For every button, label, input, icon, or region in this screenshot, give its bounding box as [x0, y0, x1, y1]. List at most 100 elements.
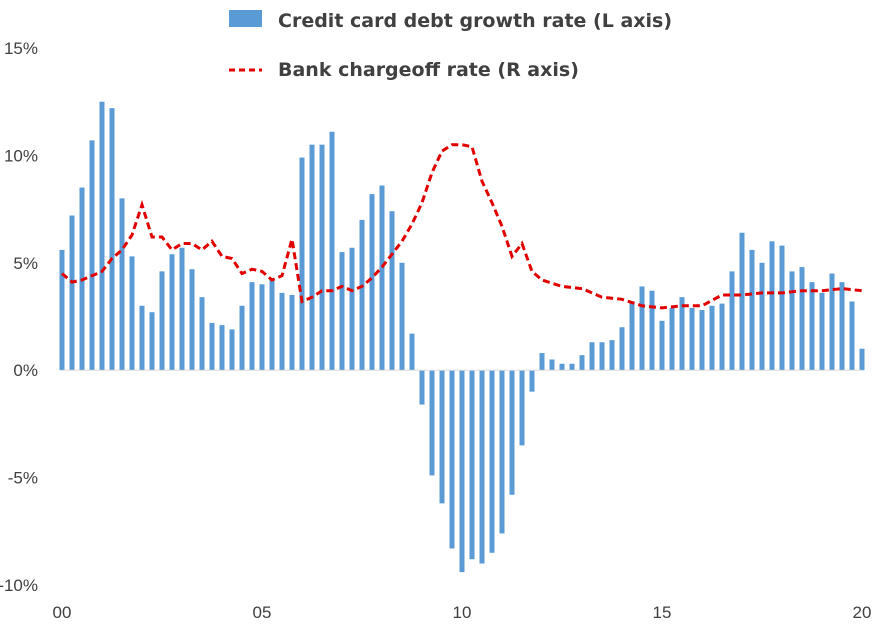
bar	[719, 303, 725, 371]
bar	[129, 256, 135, 371]
y-tick-label: 15%	[4, 39, 38, 58]
bar	[489, 370, 495, 553]
x-tick-label: 00	[53, 603, 72, 622]
bar	[289, 295, 295, 371]
bar	[369, 194, 375, 371]
bar	[449, 370, 455, 549]
bar	[89, 140, 95, 371]
bar	[339, 252, 345, 371]
bar	[479, 370, 485, 564]
bar	[159, 271, 165, 371]
bar	[729, 271, 735, 371]
bar	[459, 370, 465, 573]
y-tick-label: 0%	[13, 361, 38, 380]
x-tick-label: 10	[453, 603, 472, 622]
bar	[299, 157, 305, 371]
legend: Credit card debt growth rate (L axis) Ba…	[229, 10, 672, 81]
bar	[799, 267, 805, 371]
bar	[529, 370, 535, 392]
bar	[429, 370, 435, 476]
bar	[639, 286, 645, 371]
bar	[139, 305, 145, 371]
bar	[679, 297, 685, 371]
y-axis-tick-labels: 15% 10% 5% 0% -5% -10%	[0, 39, 38, 595]
bar	[539, 353, 545, 371]
bar	[389, 211, 395, 371]
bar	[709, 305, 715, 371]
bar	[779, 245, 785, 371]
bar	[179, 247, 185, 371]
bar	[599, 342, 605, 371]
bar	[559, 363, 565, 371]
bar	[789, 271, 795, 371]
bar	[219, 325, 225, 371]
bar	[649, 290, 655, 371]
y-tick-label: 10%	[4, 146, 38, 165]
bar	[149, 312, 155, 371]
bar	[759, 262, 765, 371]
bar	[859, 348, 865, 371]
bar	[589, 342, 595, 371]
bar	[269, 279, 275, 371]
x-tick-label: 20	[853, 603, 872, 622]
y-tick-label: -5%	[8, 469, 38, 488]
legend-bar-swatch	[229, 10, 262, 27]
bar	[69, 215, 75, 371]
bar	[359, 219, 365, 371]
bar	[379, 185, 385, 371]
bar	[829, 273, 835, 371]
bar	[99, 101, 105, 371]
bar	[109, 108, 115, 371]
bar	[749, 249, 755, 371]
bar	[509, 370, 515, 495]
bar	[409, 333, 415, 371]
bar	[809, 282, 815, 371]
x-tick-label: 15	[653, 603, 672, 622]
bar	[169, 254, 175, 371]
bar	[439, 370, 445, 504]
bar	[209, 322, 215, 371]
bar	[609, 340, 615, 371]
bar	[349, 247, 355, 371]
bar	[619, 327, 625, 371]
y-tick-label: -10%	[0, 576, 38, 595]
chargeoff-line	[61, 143, 863, 310]
bar	[629, 301, 635, 371]
bar	[739, 232, 745, 371]
bar-series	[59, 101, 865, 573]
bar	[319, 144, 325, 371]
x-axis-tick-labels: 00 05 10 15 20	[53, 603, 872, 622]
bar	[669, 307, 675, 371]
bar	[519, 370, 525, 446]
bar	[819, 292, 825, 371]
bar	[569, 363, 575, 371]
bar	[229, 329, 235, 371]
bar	[279, 292, 285, 371]
bar	[689, 307, 695, 371]
bar	[249, 282, 255, 371]
bar	[59, 249, 65, 371]
bar	[659, 320, 665, 371]
bar	[549, 359, 555, 371]
bar	[259, 284, 265, 371]
bar	[579, 355, 585, 371]
bar	[309, 144, 315, 371]
bar	[499, 370, 505, 534]
legend-label-chargeoff: Bank chargeoff rate (R axis)	[278, 59, 579, 81]
y-tick-label: 5%	[13, 254, 38, 273]
x-tick-label: 05	[253, 603, 272, 622]
bar	[419, 370, 425, 405]
bar	[399, 262, 405, 371]
legend-label-credit-card: Credit card debt growth rate (L axis)	[278, 10, 672, 32]
bar	[839, 282, 845, 371]
bar	[329, 131, 335, 371]
bar	[239, 305, 245, 371]
bar	[199, 297, 205, 371]
bar	[769, 241, 775, 371]
bar	[189, 269, 195, 371]
bar	[119, 198, 125, 371]
bar	[699, 310, 705, 371]
bar	[849, 301, 855, 371]
bar	[469, 370, 475, 560]
